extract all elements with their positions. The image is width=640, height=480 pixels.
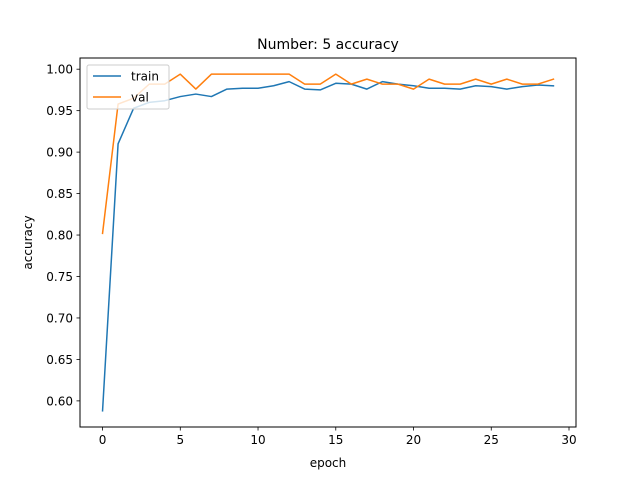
y-tick-label: 0.90	[46, 146, 73, 160]
legend-label-train: train	[131, 70, 159, 84]
x-tick-label: 20	[406, 433, 421, 447]
y-tick-label: 0.75	[46, 270, 73, 284]
y-tick-label: 0.70	[46, 311, 73, 325]
x-tick-label: 25	[484, 433, 499, 447]
y-tick-label: 0.60	[46, 394, 73, 408]
y-tick-label: 0.95	[46, 104, 73, 118]
y-tick-label: 0.65	[46, 353, 73, 367]
plot-frame	[79, 57, 577, 428]
plot-area	[79, 57, 577, 428]
chart-title: Number: 5 accuracy	[257, 37, 399, 53]
series-line-val	[101, 73, 555, 235]
series-line-train	[101, 80, 555, 412]
x-axis: 0 5 10 15 20 25 30	[99, 427, 577, 447]
y-axis: 0.60 0.65 0.70 0.75 0.80 0.85 0.90 0.95 1.00	[46, 63, 80, 408]
series-layer	[101, 73, 555, 412]
x-axis-label: epoch	[310, 456, 347, 470]
y-tick-label: 0.85	[46, 187, 73, 201]
y-axis-label: accuracy	[21, 215, 35, 269]
legend: train val	[86, 64, 170, 110]
x-tick-label: 30	[561, 433, 576, 447]
y-tick-label: 1.00	[46, 63, 73, 77]
x-tick-label: 0	[99, 433, 107, 447]
x-tick-label: 5	[176, 433, 184, 447]
legend-label-val: val	[131, 91, 149, 105]
y-tick-label: 0.80	[46, 229, 73, 243]
x-tick-label: 10	[250, 433, 265, 447]
x-tick-label: 15	[328, 433, 343, 447]
